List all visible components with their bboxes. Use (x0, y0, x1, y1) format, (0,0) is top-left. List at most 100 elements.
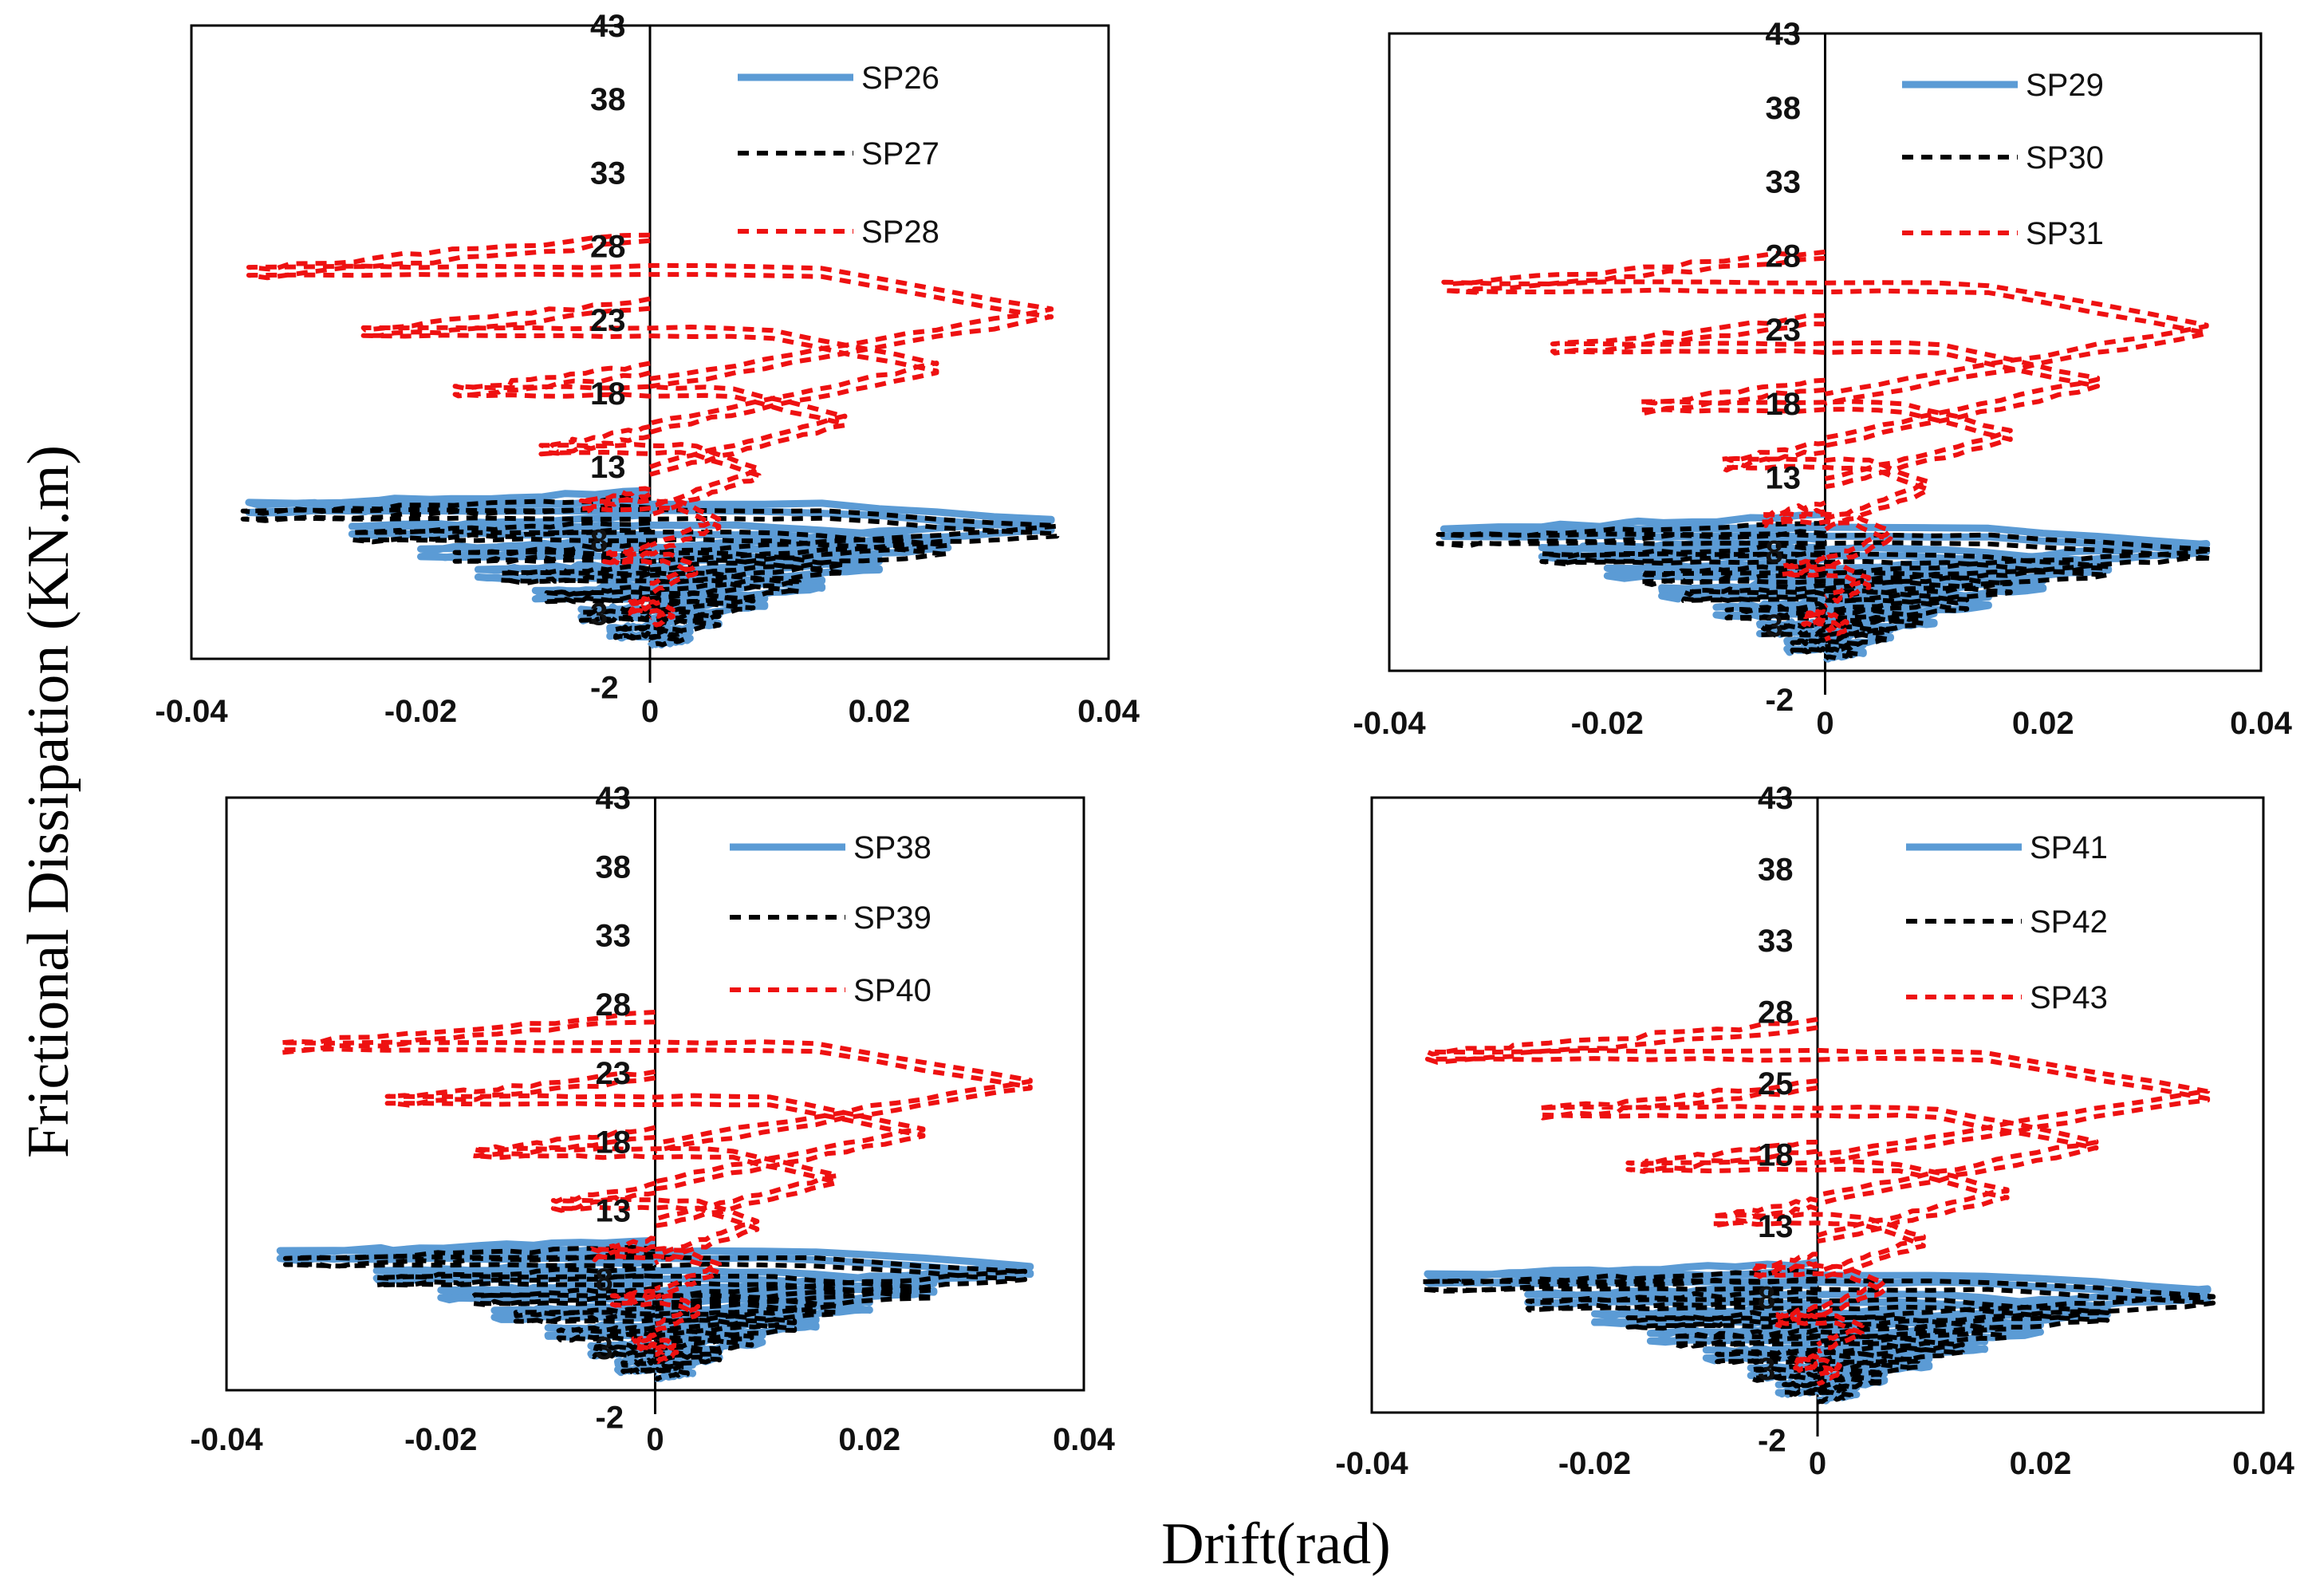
chart-panel-bottom-left: 43 38 33 28 23 18 13 8 3 -2 -0.04 -0.02 0 0.02 0.04 SP3… (190, 781, 1115, 1457)
hysteresis-loop (1550, 321, 2101, 448)
hysteresis-loop (1424, 1016, 2211, 1157)
y-tick-label: 13 (1758, 1209, 1794, 1244)
hysteresis-loop (1782, 1386, 1853, 1405)
x-tick-label: 0 (646, 1422, 664, 1457)
hysteresis-loop (1793, 1360, 1842, 1387)
hysteresis-loop (601, 550, 699, 597)
hysteresis-loop (471, 1135, 840, 1228)
x-tick-label: -0.04 (1353, 706, 1426, 741)
hysteresis-loop (1550, 313, 2101, 440)
y-tick-label: 23 (590, 303, 626, 338)
hysteresis-loop (1441, 249, 2209, 396)
y-tick-label: 23 (596, 1056, 632, 1091)
hysteresis-loop (1441, 255, 2209, 406)
hysteresis-loop (1536, 1078, 2099, 1198)
x-tick-label: 0.04 (2232, 1446, 2295, 1481)
y-tick-label: 28 (1766, 238, 1802, 274)
y-tick-label: 38 (1766, 91, 1802, 126)
hysteresis-loop (609, 1288, 701, 1326)
series-SP42 (1419, 1267, 2216, 1405)
series-SP28 (246, 232, 1054, 631)
hysteresis-loop (588, 1235, 723, 1292)
hysteresis-loop (1793, 1353, 1842, 1377)
series-SP30 (1436, 521, 2215, 662)
legend-label: SP41 (2030, 830, 2108, 865)
hysteresis-loop (1436, 529, 2215, 586)
hysteresis-loop (1419, 1276, 2216, 1330)
y-tick-label: 38 (590, 82, 626, 117)
legend-label: SP40 (853, 973, 932, 1008)
y-tick-label: 8 (1758, 1281, 1775, 1316)
hysteresis-loop (1539, 542, 2111, 592)
x-axis-title: Drift(rad) (1161, 1511, 1391, 1577)
hysteresis-loop (609, 1293, 701, 1333)
hysteresis-loop (1637, 377, 2013, 481)
hysteresis-loop (1801, 617, 1849, 642)
hysteresis-loop (1709, 1196, 1926, 1275)
y-tick-label: 43 (590, 9, 626, 44)
hysteresis-loop (578, 492, 722, 558)
hysteresis-loop (1757, 627, 1893, 649)
y-tick-label: -2 (590, 671, 619, 706)
hysteresis-loop (1539, 550, 2111, 599)
legend-label: SP26 (861, 61, 939, 96)
y-tick-label: 8 (590, 523, 608, 558)
hysteresis-loop (498, 570, 802, 609)
x-tick-label: 0.02 (838, 1422, 900, 1457)
legend-label: SP38 (853, 830, 932, 865)
legend-label: SP27 (861, 136, 939, 171)
hysteresis-loop (240, 503, 1060, 565)
hysteresis-loop (513, 1304, 798, 1338)
hysteresis-loop (1801, 609, 1849, 635)
y-tick-label: 13 (596, 1194, 632, 1229)
hysteresis-loop (1536, 1085, 2099, 1207)
hysteresis-loop (1790, 644, 1861, 662)
y-tick-label: 13 (590, 450, 626, 485)
legend-label: SP31 (2026, 216, 2104, 251)
y-axis-title: Frictional Dissipation (KN.m) (16, 445, 81, 1158)
hysteresis-loop (612, 630, 687, 648)
hysteresis-loop (282, 1251, 1028, 1307)
hysteresis-loop (631, 1341, 679, 1365)
y-tick-label: 18 (590, 376, 626, 412)
hysteresis-loop (544, 593, 756, 623)
y-tick-label: 18 (1766, 387, 1802, 422)
hysteresis-loop (550, 1190, 760, 1266)
x-tick-label: -0.02 (1571, 706, 1644, 741)
hysteresis-loop (374, 1273, 936, 1319)
y-tick-label: 8 (1766, 534, 1783, 569)
x-tick-label: -0.04 (1335, 1446, 1408, 1481)
hysteresis-loop (631, 1332, 679, 1358)
hysteresis-loop (556, 1330, 754, 1359)
series-SP31 (1441, 249, 2209, 642)
hysteresis-loop (1757, 507, 1893, 570)
hysteresis-loop (1778, 565, 1872, 609)
hysteresis-loop (624, 604, 676, 631)
hysteresis-loop (538, 434, 762, 518)
y-tick-label: 13 (1766, 461, 1802, 496)
hysteresis-loop (278, 1010, 1033, 1146)
x-tick-label: -0.02 (1558, 1446, 1631, 1481)
hysteresis-loop (1625, 1149, 2010, 1244)
y-tick-label: 43 (596, 781, 632, 816)
x-tick-label: 0 (1816, 706, 1834, 741)
y-tick-label: 18 (1758, 1138, 1794, 1173)
x-tick-label: 0.04 (2230, 706, 2293, 741)
hysteresis-loop (1637, 573, 2013, 613)
legend-label: SP29 (2026, 68, 2104, 103)
hysteresis-loop (544, 584, 756, 616)
hysteresis-loop (1625, 1308, 2010, 1349)
series-SP43 (1424, 1016, 2211, 1387)
y-tick-label: 33 (1766, 165, 1802, 200)
y-tick-label: 25 (1758, 1066, 1794, 1101)
hysteresis-loop (550, 1180, 760, 1259)
hysteresis-loop (624, 596, 676, 621)
x-tick-label: 0.04 (1077, 694, 1140, 729)
x-tick-label: -0.02 (404, 1422, 477, 1457)
hysteresis-loop (513, 1312, 798, 1346)
hysteresis-loop (498, 564, 802, 601)
hysteresis-loop (282, 1244, 1028, 1298)
hysteresis-loop (1770, 1313, 1865, 1354)
hysteresis-loop (578, 486, 722, 548)
